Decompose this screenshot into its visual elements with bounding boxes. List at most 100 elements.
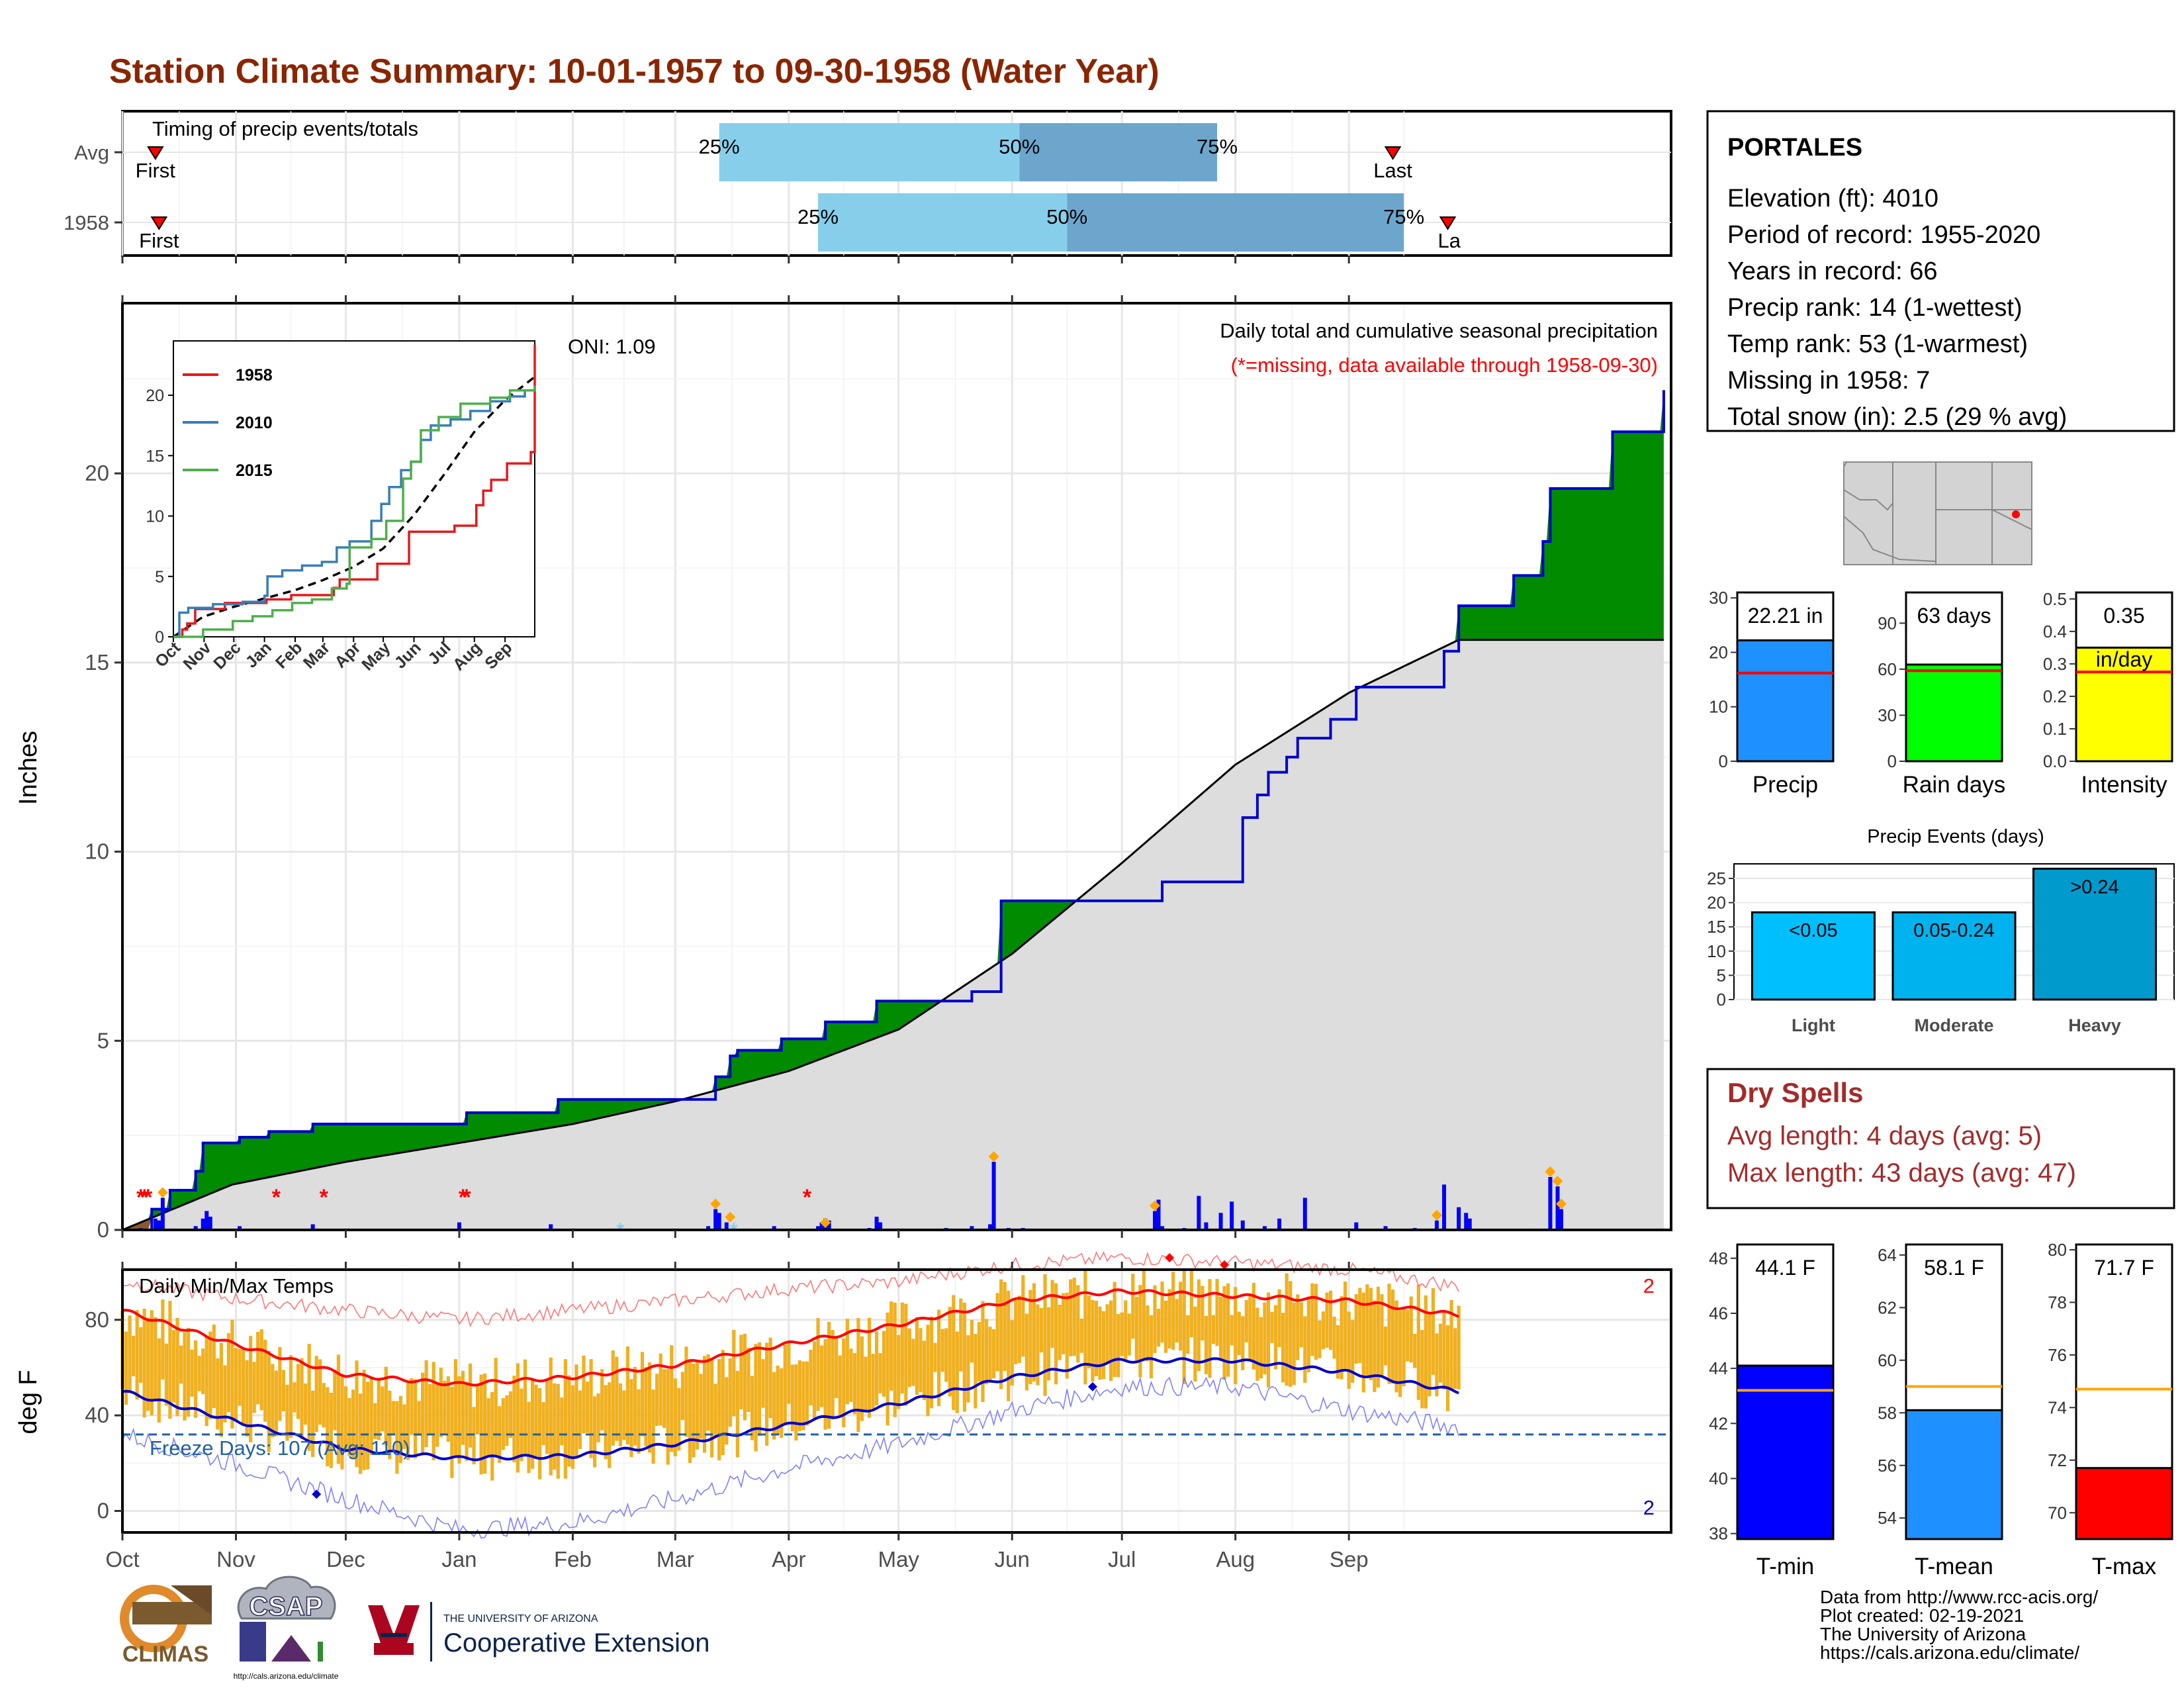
daily-precip-bar: [1160, 1226, 1165, 1230]
daily-precip-bar: [208, 1217, 212, 1230]
daily-temp-range-bar: [692, 1364, 696, 1458]
precip-ylabel: Inches: [15, 731, 42, 805]
daily-temp-range-bar: [1314, 1284, 1318, 1360]
daily-temp-range-bar: [1259, 1317, 1263, 1379]
daily-temp-range-bar: [384, 1366, 388, 1446]
daily-temp-range-bar: [1310, 1283, 1314, 1356]
credit-line: The University of Arizona: [1820, 1624, 2026, 1644]
month-tick-label: Jan: [441, 1547, 477, 1571]
daily-temp-range-bar: [984, 1319, 989, 1385]
daily-temp-range-bar: [150, 1310, 154, 1416]
summary-tick-label: 64: [1878, 1245, 1897, 1265]
daily-temp-range-bar: [835, 1337, 839, 1399]
missing-day-marker: *: [136, 1185, 146, 1210]
daily-precip-bar: [1467, 1218, 1472, 1230]
q50-label: 50%: [1046, 205, 1087, 228]
daily-temp-range-bar: [351, 1389, 355, 1460]
daily-precip-bar: [1230, 1201, 1234, 1230]
temp-summary-bars: 38 40 42 44 46 48 44.1 F T-min 54 56 58 60 62 64 58.1 …: [1709, 1240, 2173, 1579]
daily-precip-bar: [724, 1222, 729, 1230]
summary-bar-chart: 0.0 0.1 0.2 0.3 0.4 0.5 0.35 in/day Intensity: [2043, 589, 2173, 798]
summary-tick-label: 0.2: [2043, 686, 2067, 706]
daily-temp-range-bar: [1069, 1279, 1073, 1356]
daily-temp-range-bar: [1062, 1293, 1066, 1354]
daily-temp-range-bar: [1325, 1292, 1329, 1348]
daily-temp-range-bar: [1116, 1314, 1120, 1378]
inset-ytick-label: 5: [155, 568, 164, 586]
events-tick-label: 10: [1707, 941, 1726, 961]
daily-temp-range-bar: [259, 1329, 263, 1411]
missing-day-marker: *: [462, 1185, 471, 1210]
daily-temp-range-bar: [1167, 1289, 1171, 1348]
summary-tick-label: 60: [1878, 1350, 1897, 1370]
daily-temp-range-bar: [647, 1362, 652, 1453]
daily-precip-bar: [878, 1222, 883, 1230]
summary-tick-label: 44: [1709, 1358, 1728, 1378]
daily-temp-range-bar: [413, 1379, 418, 1459]
daily-temp-range-bar: [1193, 1306, 1197, 1382]
precip-events-chart: Precip Events (days) 0 5 10 15 20 25 <0.05 Ligh…: [1707, 826, 2175, 1035]
record-low-marker: [1087, 1382, 1097, 1391]
daily-precip-bar: [1555, 1186, 1560, 1230]
daily-temp-range-bar: [468, 1363, 473, 1448]
summary-tick-label: 0.4: [2043, 622, 2067, 641]
daily-temp-range-bar: [197, 1356, 201, 1391]
temp-ytick-label: 80: [85, 1307, 109, 1332]
daily-temp-range-bar: [1347, 1311, 1351, 1389]
daily-temp-range-bar: [1124, 1300, 1128, 1360]
daily-temp-range-bar: [677, 1387, 681, 1451]
daily-temp-range-bar: [1361, 1292, 1365, 1393]
daily-precip-bar: [457, 1222, 461, 1230]
daily-temp-range-bar: [267, 1350, 271, 1452]
daily-temp-range-bar: [995, 1293, 999, 1372]
heavy-event-marker: [988, 1151, 999, 1162]
daily-precip-bar: [874, 1217, 879, 1230]
daily-temp-range-bar: [186, 1327, 191, 1417]
daily-temp-range-bar: [1416, 1284, 1420, 1400]
daily-precip-bar: [816, 1226, 821, 1230]
daily-temp-range-bar: [1043, 1274, 1047, 1396]
daily-temp-range-bar: [797, 1360, 802, 1431]
month-tick-label: Jun: [995, 1547, 1030, 1571]
daily-temp-range-bar: [190, 1349, 194, 1397]
summary-category-label: T-mean: [1915, 1554, 1993, 1579]
daily-temp-range-bar: [1058, 1304, 1062, 1360]
summary-value-bar: [2075, 646, 2173, 763]
daily-temp-range-bar: [545, 1381, 549, 1454]
daily-temp-range-bar: [530, 1380, 535, 1469]
daily-temp-range-bar: [369, 1378, 373, 1456]
daily-temp-range-bar: [897, 1335, 901, 1409]
logos: CLIMAS CSAP http://cals.arizona.edu/clim…: [120, 1575, 709, 1681]
daily-temp-range-bar: [596, 1393, 600, 1442]
daily-temp-range-bar: [1343, 1281, 1347, 1369]
daily-temp-range-bar: [154, 1317, 158, 1401]
daily-temp-range-bar: [889, 1301, 893, 1391]
daily-precip-bar: [827, 1220, 831, 1230]
daily-temp-range-bar: [336, 1354, 340, 1464]
daily-temp-range-bar: [1428, 1313, 1432, 1397]
summary-value-bar: [1736, 1364, 1835, 1540]
daily-temp-range-bar: [699, 1374, 703, 1439]
daily-temp-range-bar: [1163, 1300, 1168, 1353]
daily-precip-bar: [160, 1197, 165, 1230]
missing-day-marker: *: [144, 1185, 153, 1210]
daily-temp-range-bar: [1179, 1282, 1183, 1351]
daily-temp-range-bar: [300, 1358, 304, 1440]
daily-temp-range-bar: [1175, 1299, 1179, 1343]
daily-temp-range-bar: [293, 1382, 296, 1413]
daily-temp-range-bar: [1131, 1274, 1135, 1339]
daily-temp-range-bar: [1390, 1289, 1395, 1384]
cumulative-1958-line: [122, 390, 1665, 1231]
quartile-bar-25-50: [818, 193, 1068, 252]
daily-temp-range-bar: [1409, 1296, 1413, 1363]
precip-ytick-label: 15: [85, 650, 109, 675]
daily-temp-range-bar: [395, 1401, 399, 1474]
daily-temp-range-bar: [750, 1376, 754, 1440]
inset-series-2010: [173, 385, 536, 638]
daily-temp-range-bar: [1340, 1296, 1343, 1380]
daily-temp-range-bar: [1289, 1281, 1293, 1387]
summary-value-bar: [2075, 1467, 2173, 1540]
daily-temp-range-bar: [966, 1335, 970, 1403]
daily-precip-bar: [205, 1211, 209, 1230]
daily-temp-range-bar: [410, 1378, 414, 1435]
